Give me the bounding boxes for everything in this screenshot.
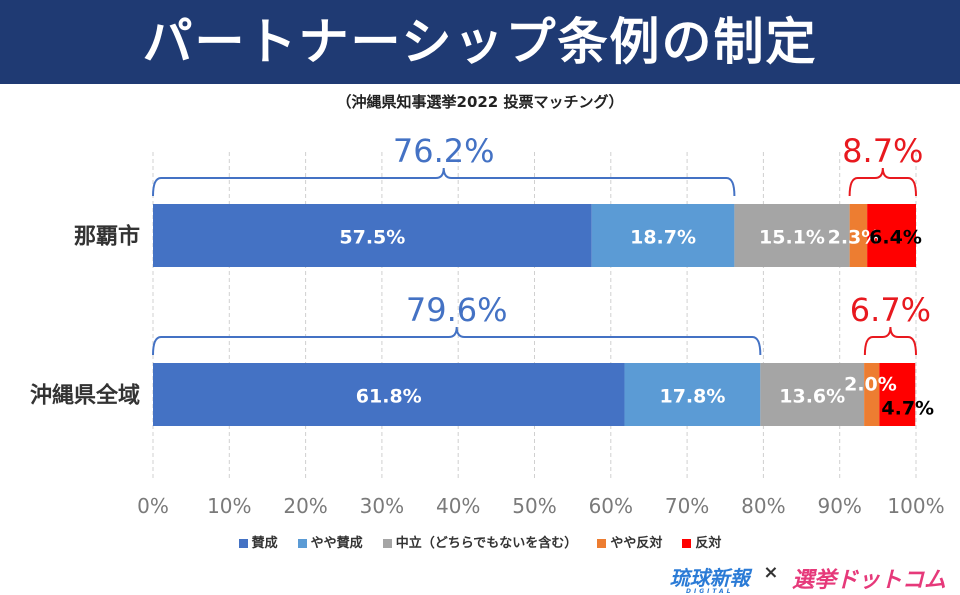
legend-label: 中立（どちらでもないを含む） xyxy=(395,536,578,551)
x-tick-label: 40% xyxy=(436,494,480,518)
senkyo-dotcom-logo: 選挙ドットコム xyxy=(791,568,946,593)
data-label: 13.6% xyxy=(779,386,845,408)
x-tick-label: 60% xyxy=(589,494,633,518)
bar-segment xyxy=(153,363,625,426)
bar-segment xyxy=(734,204,850,267)
x-tick-label: 30% xyxy=(360,494,404,518)
bar-segment xyxy=(879,363,916,426)
bar-segment xyxy=(864,363,880,426)
legend-label: やや反対 xyxy=(610,536,663,551)
brace-label: 6.7% xyxy=(850,291,931,329)
brace xyxy=(863,326,917,356)
chart-subtitle: （沖縄県知事選挙2022 投票マッチング） xyxy=(336,93,624,111)
bar-segment xyxy=(624,363,761,426)
data-label: 6.4% xyxy=(869,227,922,249)
category-label: 那覇市 xyxy=(74,224,140,250)
legend-item: 中立（どちらでもないを含む） xyxy=(382,532,578,551)
legend-item: やや賛成 xyxy=(297,532,363,551)
legend-swatch xyxy=(682,539,692,548)
legend-swatch xyxy=(238,539,248,548)
data-label: 2.0% xyxy=(844,374,897,396)
legend-label: 反対 xyxy=(695,536,722,551)
legend-item: 反対 xyxy=(682,532,721,551)
legend-item: やや反対 xyxy=(597,532,662,551)
x-tick-label: 50% xyxy=(512,494,556,518)
legend-swatch xyxy=(382,539,392,548)
x-tick-label: 100% xyxy=(887,494,944,518)
legend-swatch xyxy=(297,539,307,548)
legend-swatch xyxy=(597,539,607,548)
brace-label: 79.6% xyxy=(406,291,508,329)
brace-label: 76.2% xyxy=(393,132,495,170)
brace xyxy=(152,326,762,356)
brace xyxy=(848,167,917,197)
chart-legend: 賛成 やや賛成 中立（どちらでもないを含む） やや反対 反対 xyxy=(0,532,960,551)
data-label: 2.3% xyxy=(828,227,881,249)
ryukyu-shimpo-logo: 琉球新報 DIGITAL xyxy=(669,566,750,595)
data-label: 15.1% xyxy=(759,227,825,249)
data-label: 18.7% xyxy=(630,227,696,249)
x-tick-label: 80% xyxy=(741,494,785,518)
legend-label: 賛成 xyxy=(251,536,278,551)
x-tick-label: 20% xyxy=(283,494,327,518)
brace xyxy=(152,167,736,197)
x-tick-label: 90% xyxy=(817,494,861,518)
data-label: 4.7% xyxy=(881,398,934,420)
x-tick-label: 10% xyxy=(207,494,251,518)
data-label: 17.8% xyxy=(659,386,725,408)
data-label: 61.8% xyxy=(356,386,422,408)
logo-separator: × xyxy=(763,562,779,583)
title-banner: パートナーシップ条例の制定 xyxy=(0,0,960,84)
bar-segment xyxy=(760,363,865,426)
legend-label: やや賛成 xyxy=(310,536,363,551)
category-label: 沖縄県全域 xyxy=(30,383,140,409)
bar-segment xyxy=(849,204,868,267)
bar-segment xyxy=(591,204,735,267)
footer-logos: 琉球新報 DIGITAL × 選挙ドットコム xyxy=(670,562,946,595)
bar-segment xyxy=(867,204,916,267)
x-tick-label: 70% xyxy=(665,494,709,518)
chart-title: パートナーシップ条例の制定 xyxy=(142,13,818,71)
data-label: 57.5% xyxy=(339,227,405,249)
x-tick-label: 0% xyxy=(137,494,169,518)
legend-item: 賛成 xyxy=(238,532,278,551)
brace-label: 8.7% xyxy=(842,132,923,170)
bar-segment xyxy=(153,204,592,267)
